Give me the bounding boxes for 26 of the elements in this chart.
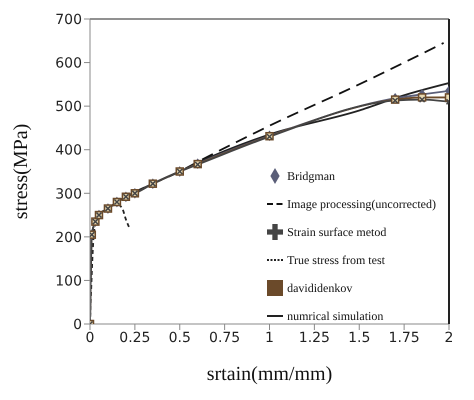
point xyxy=(418,96,426,103)
y-tick-label: 0 xyxy=(73,316,82,333)
x-tick-label: 2 xyxy=(444,330,454,346)
x-tick-label: 1.25 xyxy=(298,330,330,346)
y-tick-label: 200 xyxy=(55,230,82,246)
x-tick-label: 0.25 xyxy=(119,330,150,346)
legend-label: Strain surface metod xyxy=(287,225,386,239)
y-tick-label: 400 xyxy=(55,142,82,159)
y-tick-label: 500 xyxy=(55,99,82,116)
y-tick-label: 600 xyxy=(55,56,82,72)
legend-label: davididenkov xyxy=(287,281,352,295)
legend-label: numrical simulation xyxy=(287,309,384,323)
x-tick-label: 1 xyxy=(265,330,274,346)
x-tick-label: 1.75 xyxy=(388,330,420,346)
y-tick-label: 300 xyxy=(55,186,82,202)
legend-label: True stress from test xyxy=(287,253,385,267)
legend-label: Image processing(uncorrected) xyxy=(287,197,436,211)
y-tick-label: 100 xyxy=(55,273,82,290)
y-axis-title: stress(MPa) xyxy=(10,124,32,220)
x-tick-label: 0.5 xyxy=(168,330,191,346)
legend-label: Bridgman xyxy=(287,169,336,183)
x-tick-label: 0.75 xyxy=(209,330,240,346)
y-tick-label: 700 xyxy=(55,12,82,28)
x-tick-label: 0 xyxy=(86,330,94,346)
x-axis-title: srtain(mm/mm) xyxy=(206,363,332,385)
x-tick-label: 1.5 xyxy=(348,330,370,346)
